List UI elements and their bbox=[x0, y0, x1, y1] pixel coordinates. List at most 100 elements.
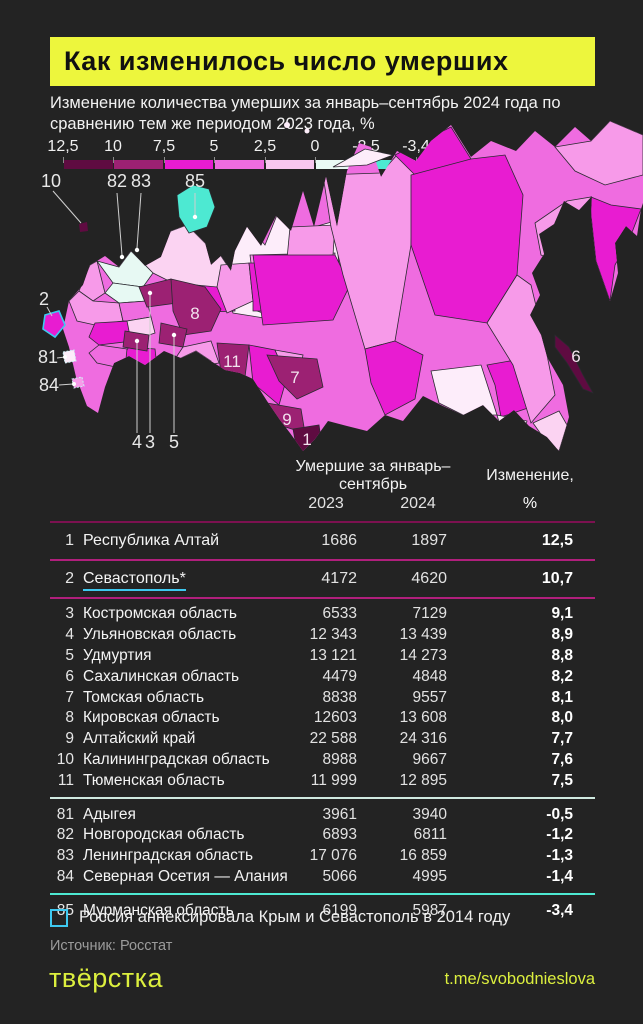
table-header-row1: Умершие за январь–сентябрь Изменение, bbox=[50, 458, 595, 494]
table-row: 1 Республика Алтай 1686 1897 12,5 bbox=[50, 523, 595, 559]
map-label-3: 3 bbox=[145, 432, 155, 452]
map-label-84: 84 bbox=[39, 375, 59, 395]
region-2-crimea bbox=[42, 310, 66, 339]
row-name: Республика Алтай bbox=[83, 532, 220, 549]
region-10-kaliningrad bbox=[79, 222, 88, 232]
row-pct: 10,7 bbox=[541, 570, 573, 587]
region bbox=[364, 340, 424, 416]
map-label-4: 4 bbox=[132, 432, 142, 452]
row-2023: 4172 bbox=[321, 570, 357, 587]
legend-label: 12,5 bbox=[47, 138, 79, 155]
col-header-change: Изменение, bbox=[486, 467, 574, 484]
row-num: 2 bbox=[65, 570, 74, 587]
region-6-sakhalin bbox=[554, 334, 594, 394]
callout-line-82 bbox=[116, 192, 123, 256]
region-islands bbox=[332, 148, 395, 168]
table-row: 2 Севастополь* 4172 4620 10,7 bbox=[50, 561, 595, 597]
region-islands bbox=[304, 128, 310, 134]
legend-label: 7,5 bbox=[152, 138, 176, 155]
region-85-murmansk bbox=[176, 184, 216, 234]
region-islands bbox=[284, 122, 290, 128]
row-name: Севастополь* bbox=[74, 570, 281, 591]
map-regions bbox=[63, 121, 643, 451]
col-header-2023: 2023 bbox=[308, 495, 344, 512]
row-2024: 4620 bbox=[411, 570, 447, 587]
map-label-8: 8 bbox=[190, 304, 199, 323]
map-label-85: 85 bbox=[185, 171, 205, 191]
region bbox=[88, 320, 134, 346]
legend-label: 5 bbox=[209, 138, 219, 155]
table-group-top11: 3 Костромская область 6533 7129 9,1 4 Ульян… bbox=[50, 599, 595, 797]
map-label-7: 7 bbox=[290, 368, 299, 387]
table-row: 83 Ленинградская область 17 076 16 859 -1,… bbox=[56, 847, 573, 865]
page-title: Как изменилось число умерших bbox=[64, 46, 509, 76]
region bbox=[554, 121, 643, 186]
col-header-pct: % bbox=[522, 495, 538, 512]
legend-swatch bbox=[266, 160, 314, 169]
legend-swatch bbox=[165, 160, 213, 169]
russia-choropleth-map: 10 82 83 85 2 81 84 4 3 5 8 11 7 9 1 6 bbox=[35, 115, 643, 465]
map-label-10: 10 bbox=[41, 171, 61, 191]
map-label-1: 1 bbox=[302, 430, 311, 449]
table-row: 84 Северная Осетия — Алания 5066 4995 -1,4 bbox=[56, 867, 573, 885]
col-header-deaths: Умершие за январь–сентябрь bbox=[295, 458, 451, 493]
region-8 bbox=[170, 278, 222, 336]
legend-swatch bbox=[114, 160, 163, 169]
annexation-note: Россия аннексировала Крым и Севастополь … bbox=[50, 908, 510, 927]
table-row: 81 Адыгея 3961 3940 -0,5 bbox=[56, 805, 573, 823]
table-group-bottom: 81 Адыгея 3961 3940 -0,5 82 Новгородская об… bbox=[50, 799, 595, 893]
map-label-5: 5 bbox=[169, 432, 179, 452]
callout-line-84 bbox=[58, 383, 74, 386]
table-row: 5 Удмуртия 13 121 14 273 8,8 bbox=[65, 646, 573, 664]
title-banner: Как изменилось число умерших bbox=[50, 37, 595, 86]
regions-table: Умершие за январь–сентябрь Изменение, 20… bbox=[50, 458, 595, 927]
table-row: 3 Костромская область 6533 7129 9,1 bbox=[65, 605, 573, 623]
map-label-2: 2 bbox=[39, 289, 49, 309]
region-7 bbox=[266, 354, 324, 400]
legend-swatch bbox=[64, 160, 113, 169]
color-scale-legend: 12,5 10 7,5 5 2,5 0 -2,5 -3,4 bbox=[47, 138, 450, 170]
map-label-11: 11 bbox=[223, 352, 241, 371]
callout-line-83 bbox=[136, 192, 142, 249]
row-pct: 12,5 bbox=[541, 532, 573, 549]
map-svg: 10 82 83 85 2 81 84 4 3 5 8 11 7 9 1 6 bbox=[38, 121, 643, 452]
legend-label: -3,4 bbox=[402, 138, 430, 155]
telegram-link[interactable]: t.me/svobodnieslova bbox=[444, 970, 595, 988]
legend-swatch bbox=[215, 160, 264, 169]
map-label-81: 81 bbox=[38, 347, 58, 367]
source-note: Источник: Росстат bbox=[50, 938, 173, 954]
row-num: 1 bbox=[65, 532, 74, 549]
table-header-row2: 2023 2024 % bbox=[50, 495, 595, 513]
annexation-note-text: Россия аннексировала Крым и Севастополь … bbox=[79, 908, 511, 926]
verstka-logo: твёрстка bbox=[49, 963, 164, 993]
region bbox=[486, 274, 556, 424]
row-2024: 1897 bbox=[411, 532, 447, 549]
col-header-2024: 2024 bbox=[400, 495, 436, 512]
callout-line-2 bbox=[46, 306, 53, 317]
annexed-marker-icon bbox=[50, 908, 68, 927]
table-row: 6 Сахалинская область 4479 4848 8,2 bbox=[65, 667, 573, 685]
map-label-9: 9 bbox=[282, 410, 291, 429]
legend-label: 0 bbox=[310, 138, 320, 155]
map-label-82: 82 bbox=[107, 171, 127, 191]
subtitle: Изменение количества умерших за январь–с… bbox=[50, 94, 561, 133]
region bbox=[322, 154, 416, 350]
region bbox=[286, 224, 336, 260]
map-label-6: 6 bbox=[571, 347, 580, 366]
map-label-83: 83 bbox=[131, 171, 151, 191]
region bbox=[252, 254, 351, 326]
row-2023: 1686 bbox=[321, 532, 357, 549]
callout-line-10 bbox=[52, 190, 82, 224]
region bbox=[216, 262, 254, 314]
table-row: 10 Калининградская область 8988 9667 7,6 bbox=[56, 750, 573, 768]
table-row: 11 Тюменская область 11 999 12 895 7,5 bbox=[57, 771, 573, 789]
table-row: 9 Алтайский край 22 588 24 316 7,7 bbox=[65, 730, 573, 748]
table-row: 7 Томская область 8838 9557 8,1 bbox=[65, 688, 573, 706]
region bbox=[590, 196, 642, 302]
region-81 bbox=[62, 349, 77, 364]
annexed-region-link[interactable]: Севастополь* bbox=[83, 570, 186, 591]
table-row: 8 Кировская область 12603 13 608 8,0 bbox=[65, 709, 573, 727]
table-row: 82 Новгородская область 6893 6811 -1,2 bbox=[56, 826, 573, 844]
table-row: 4 Ульяновская область 12 343 13 439 8,9 bbox=[65, 626, 573, 644]
